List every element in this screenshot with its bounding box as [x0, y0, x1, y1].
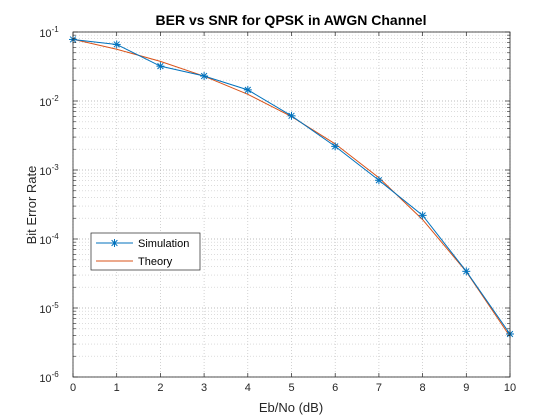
x-tick-label: 0 — [70, 382, 76, 394]
data-point — [462, 267, 471, 276]
y-tick-label: 10-4 — [39, 232, 59, 247]
x-tick-label: 2 — [157, 382, 163, 394]
x-tick-label: 9 — [463, 382, 469, 394]
data-point — [243, 85, 252, 94]
y-axis-label: Bit Error Rate — [24, 166, 39, 245]
x-axis-ticks: 0 1 2 3 4 5 6 7 8 9 10 — [70, 32, 516, 394]
series-layer — [69, 35, 514, 338]
x-tick-label: 7 — [376, 382, 382, 394]
x-tick-label: 6 — [332, 382, 338, 394]
y-tick-label: 10-3 — [39, 163, 59, 178]
x-tick-label: 5 — [288, 382, 294, 394]
data-point — [418, 211, 427, 220]
y-axis-ticks: 10-6 10-5 10-4 10-3 10-2 10-1 — [39, 25, 510, 385]
x-tick-label: 3 — [201, 382, 207, 394]
legend-theory-label: Theory — [138, 256, 173, 268]
data-point — [374, 176, 383, 185]
y-tick-label: 10-6 — [39, 370, 59, 385]
x-tick-label: 10 — [504, 382, 516, 394]
legend-simulation-label: Simulation — [138, 238, 189, 250]
y-tick-label: 10-1 — [39, 25, 59, 40]
y-tick-label: 10-2 — [39, 94, 59, 109]
data-point — [331, 142, 340, 151]
data-point — [287, 111, 296, 120]
x-tick-label: 8 — [420, 382, 426, 394]
legend-simulation-marker — [110, 239, 119, 247]
data-point — [200, 72, 209, 81]
x-axis-label: Eb/No (dB) — [259, 400, 323, 415]
y-tick-label: 10-5 — [39, 301, 59, 316]
x-tick-label: 1 — [114, 382, 120, 394]
data-point — [156, 62, 165, 71]
chart-title: BER vs SNR for QPSK in AWGN Channel — [156, 12, 427, 28]
x-tick-label: 4 — [245, 382, 251, 394]
legend-asterisk — [110, 239, 119, 247]
legend: Simulation Theory — [90, 232, 201, 271]
data-point — [112, 40, 121, 49]
legend-box — [90, 232, 201, 271]
